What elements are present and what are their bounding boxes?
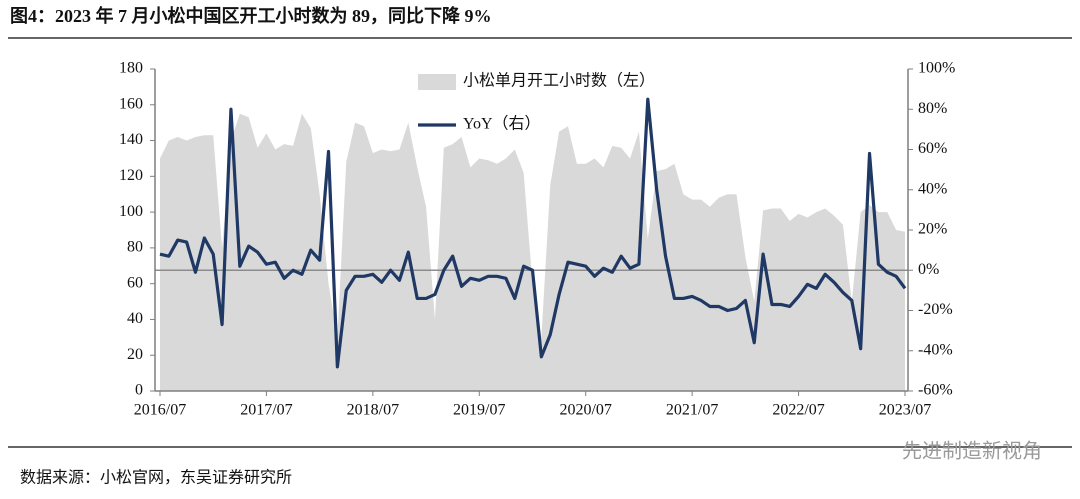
line [159, 97, 907, 369]
x-tick-label: 2021/07 [666, 402, 718, 419]
y2-tick-label: -60% [918, 382, 953, 399]
x-tick-label: 2016/07 [134, 402, 186, 419]
y-tick-label: 120 [119, 167, 143, 184]
watermark: 先进制造新视角 [902, 439, 1042, 463]
y2-tick-label: 20% [918, 221, 947, 238]
y-tick-label: 60 [127, 274, 143, 291]
x-tick-label: 2022/07 [772, 402, 824, 419]
x-tick-label: 2020/07 [559, 402, 611, 419]
y2-tick-label: 80% [918, 100, 947, 117]
x-tick-label: 2018/07 [347, 402, 399, 419]
y2-tick-label: 40% [918, 180, 947, 197]
y-tick-label: 40 [127, 310, 143, 327]
y2-tick-label: -40% [918, 341, 953, 358]
legend-swatch [418, 74, 456, 90]
area [160, 113, 905, 391]
y-tick-label: 80 [127, 239, 143, 256]
source-note: 数据来源：小松官网，东吴证券研究所 [20, 469, 292, 487]
y-tick-label: 20 [127, 346, 143, 363]
legend-label: 小松单月开工小时数（左） [463, 72, 655, 90]
x-tick-label: 2023/07 [879, 402, 931, 419]
x-tick-label: 2019/07 [453, 402, 505, 419]
y2-tick-label: 100% [918, 60, 955, 77]
y-tick-label: 0 [135, 382, 143, 399]
legend-label: YoY（右） [463, 115, 541, 133]
y-tick-label: 100 [119, 203, 143, 220]
x-tick-label: 2017/07 [240, 402, 292, 419]
y2-tick-label: 60% [918, 140, 947, 157]
y2-tick-label: -20% [918, 301, 953, 318]
y2-tick-label: 0% [918, 261, 939, 278]
y-tick-label: 140 [119, 131, 143, 148]
chart-title: 图4：2023 年 7 月小松中国区开工小时数为 89，同比下降 9% [10, 5, 492, 26]
y-tick-label: 160 [119, 95, 143, 112]
y-tick-label: 180 [119, 60, 143, 77]
